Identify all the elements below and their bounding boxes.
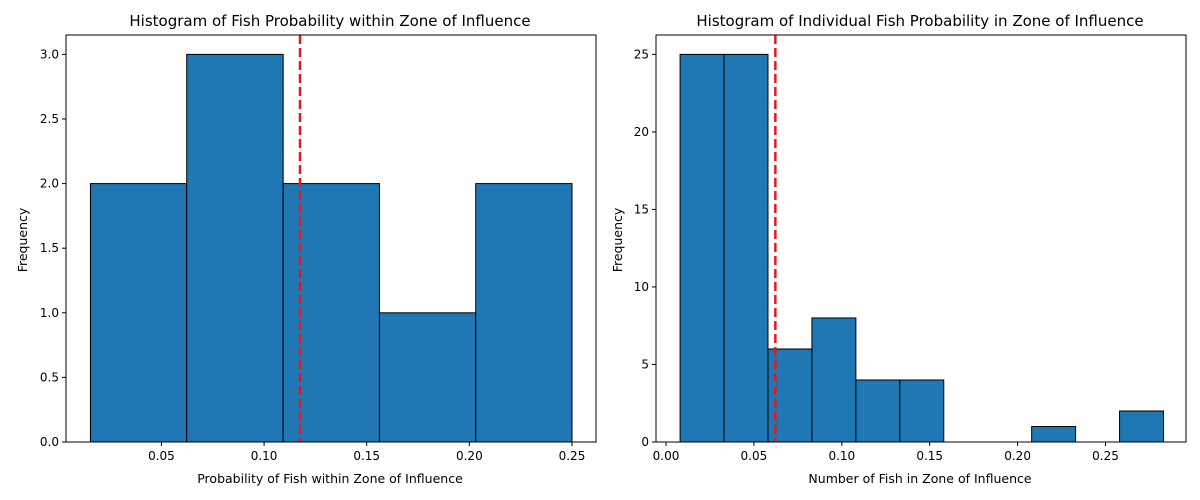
y-tick-label: 3.0 — [40, 47, 59, 61]
x-tick-label: 0.15 — [916, 449, 943, 463]
histogram-bar — [89, 183, 188, 443]
histogram-bar — [186, 53, 284, 443]
x-tick-label: 0.20 — [456, 449, 483, 463]
chart-title: Histogram of Individual Fish Probability… — [696, 12, 1143, 30]
y-tick-label: 0.0 — [40, 435, 59, 449]
y-tick-label: 20 — [634, 125, 649, 139]
y-tick-label: 15 — [634, 202, 649, 216]
x-tick-label: 0.10 — [828, 449, 855, 463]
y-axis-label: Frequency — [610, 207, 625, 272]
y-tick-label: 2.5 — [40, 112, 59, 126]
histogram-bar — [899, 379, 945, 443]
bars — [89, 53, 573, 443]
x-tick-label: 0.00 — [653, 449, 680, 463]
bars — [679, 53, 1164, 443]
axes-frame — [65, 34, 597, 443]
y-tick-label: 25 — [634, 47, 649, 61]
histogram-bar — [378, 312, 477, 443]
left-histogram: Histogram of Fish Probability within Zon… — [15, 12, 597, 486]
x-axis-label: Number of Fish in Zone of Influence — [808, 471, 1031, 486]
axes-frame — [655, 34, 1187, 443]
x-tick-label: 0.25 — [559, 449, 586, 463]
histogram-bar — [282, 183, 380, 443]
chart-title: Histogram of Fish Probability within Zon… — [129, 12, 530, 30]
y-tick-label: 1.0 — [40, 306, 59, 320]
histogram-bar — [855, 379, 901, 443]
x-tick-label: 0.20 — [1004, 449, 1031, 463]
histogram-bar — [679, 53, 725, 443]
y-axis-label: Frequency — [15, 207, 30, 272]
x-ticks: 0.05 0.10 0.15 0.20 0.25 — [148, 442, 585, 463]
histogram-bar — [475, 183, 573, 443]
histogram-bar — [811, 317, 857, 443]
x-tick-label: 0.05 — [741, 449, 768, 463]
x-tick-label: 0.25 — [1092, 449, 1119, 463]
right-histogram: Histogram of Individual Fish Probability… — [610, 12, 1187, 486]
y-tick-label: 10 — [634, 280, 649, 294]
y-ticks: 0 5 10 15 20 25 — [634, 47, 656, 449]
x-ticks: 0.00 0.05 0.10 0.15 0.20 0.25 — [653, 442, 1119, 463]
y-tick-label: 0.5 — [40, 370, 59, 384]
histogram-bar — [723, 53, 769, 443]
x-tick-label: 0.05 — [148, 449, 175, 463]
histogram-bar — [1031, 425, 1077, 443]
y-tick-label: 0 — [641, 435, 649, 449]
x-tick-label: 0.15 — [353, 449, 380, 463]
histogram-bar — [1119, 410, 1164, 443]
x-axis-label: Probability of Fish within Zone of Influ… — [197, 471, 463, 486]
y-tick-label: 1.5 — [40, 241, 59, 255]
y-tick-label: 2.0 — [40, 177, 59, 191]
y-ticks: 0.0 0.5 1.0 1.5 2.0 2.5 3.0 — [40, 47, 66, 449]
y-tick-label: 5 — [641, 357, 649, 371]
x-tick-label: 0.10 — [251, 449, 278, 463]
